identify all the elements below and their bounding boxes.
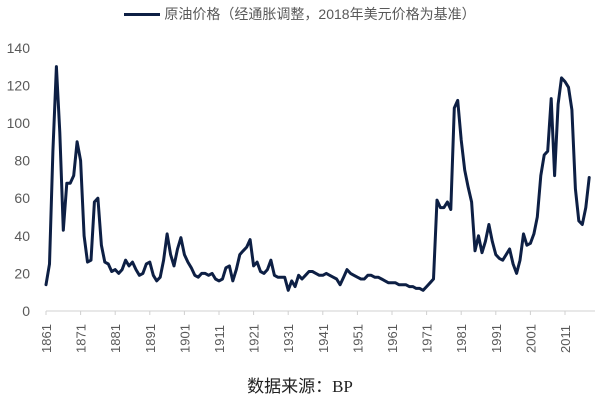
y-tick-label: 40 xyxy=(14,228,30,244)
x-tick-label: 1991 xyxy=(489,324,504,353)
x-tick-label: 1871 xyxy=(74,324,89,353)
y-tick-label: 140 xyxy=(7,40,31,56)
y-tick-label: 100 xyxy=(7,115,31,131)
x-tick-label: 1931 xyxy=(281,324,296,353)
x-tick-label: 1901 xyxy=(177,324,192,353)
x-tick-label: 2011 xyxy=(558,325,573,353)
x-tick-label: 1921 xyxy=(247,324,262,353)
x-tick-label: 1981 xyxy=(454,324,469,353)
x-tick-label: 1961 xyxy=(385,324,400,353)
y-tick-label: 0 xyxy=(22,303,30,319)
oil-price-line xyxy=(44,65,591,292)
data-source-note: 数据来源：BP xyxy=(247,377,353,396)
y-tick-label: 60 xyxy=(14,190,30,206)
x-tick-label: 1911 xyxy=(212,325,227,353)
x-tick-label: 1971 xyxy=(420,324,435,353)
legend-line-swatch xyxy=(124,12,161,16)
x-tick-label: 1881 xyxy=(108,324,123,353)
chart-legend: 原油价格（经通胀调整，2018年美元价格为基准） xyxy=(0,4,600,24)
y-axis: 0 20 40 60 80 100 120 140 xyxy=(7,40,31,319)
x-tick-label: 1941 xyxy=(316,324,331,353)
x-tick-label: 2001 xyxy=(523,324,538,353)
y-tick-label: 20 xyxy=(14,265,30,281)
y-tick-label: 80 xyxy=(14,153,30,169)
x-tick-label: 1951 xyxy=(350,324,365,353)
x-tick-label: 1891 xyxy=(143,324,158,353)
x-axis: 1861 1871 1881 1891 1901 1911 1921 1931 1941 1951… xyxy=(39,310,595,353)
x-tick-label: 1861 xyxy=(39,324,54,353)
legend-label: 原油价格（经通胀调整，2018年美元价格为基准） xyxy=(164,6,476,22)
y-tick-label: 120 xyxy=(7,77,31,93)
